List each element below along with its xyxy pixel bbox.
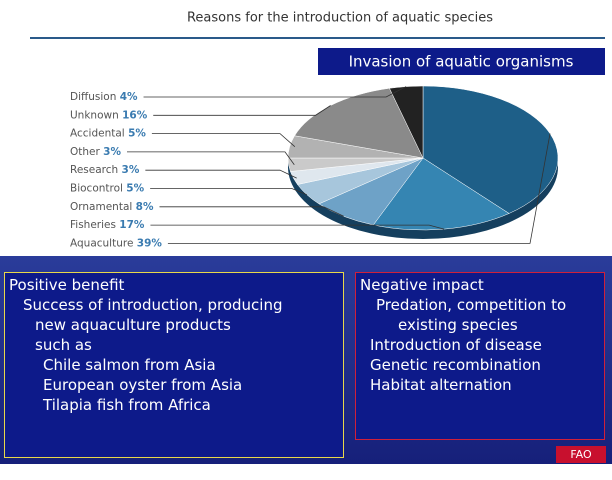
legend-name: Biocontrol — [70, 183, 123, 195]
legend-name: Accidental — [70, 128, 125, 140]
legend-label: Research 3% — [70, 164, 140, 176]
legend-label: Accidental 5% — [70, 128, 146, 140]
legend-label: Other 3% — [70, 146, 121, 158]
legend-value: 4% — [120, 91, 138, 103]
box-heading: Positive benefit — [9, 276, 125, 294]
legend-name: Other — [70, 146, 100, 158]
legend-value: 16% — [122, 109, 148, 121]
box-line: new aquaculture products — [35, 316, 231, 334]
legend-name: Unknown — [70, 109, 119, 121]
legend-value: 3% — [103, 146, 121, 158]
slide: Reasons for the introduction of aquatic … — [0, 10, 612, 478]
leader-line — [145, 169, 297, 179]
box-line: Predation, competition to — [376, 296, 567, 314]
leader-line — [143, 86, 407, 98]
footer: FAO 2007 — [556, 446, 606, 478]
box-line: such as — [35, 336, 92, 354]
leader-line — [150, 224, 445, 230]
box-heading: Negative impact — [360, 276, 484, 294]
legend-label: Biocontrol 5% — [70, 183, 145, 195]
legend-value: 3% — [122, 164, 140, 176]
legend-value: 39% — [137, 237, 163, 249]
legend-name: Aquaculture — [70, 237, 133, 249]
pie-slice — [294, 87, 424, 159]
box-line: Habitat alternation — [370, 376, 512, 394]
legend-name: Ornamental — [70, 201, 132, 213]
leader-line — [150, 188, 307, 196]
box-line: existing species — [398, 316, 518, 334]
legend-value: 5% — [128, 128, 146, 140]
label-box-text: Invasion of aquatic organisms — [349, 53, 574, 71]
legend-name: Fisheries — [70, 219, 116, 231]
box-line: Success of introduction, producing — [23, 296, 283, 314]
leader-line — [159, 206, 344, 217]
box-line: Genetic recombination — [370, 356, 541, 374]
chart-title: Reasons for the introduction of aquatic … — [187, 11, 493, 26]
legend-name: Diffusion — [70, 91, 116, 103]
chart: Reasons for the introduction of aquatic … — [30, 11, 605, 249]
legend-value: 17% — [119, 219, 145, 231]
legend-label: Fisheries 17% — [70, 219, 145, 231]
legend-name: Research — [70, 164, 118, 176]
legend-value: 5% — [126, 183, 144, 195]
legend-label: Unknown 16% — [70, 109, 148, 121]
legend-label: Diffusion 4% — [70, 91, 138, 103]
box-line: Tilapia fish from Africa — [43, 396, 211, 414]
legend-label: Ornamental 8% — [70, 201, 154, 213]
leader-line — [127, 151, 295, 166]
legend-value: 8% — [136, 201, 154, 213]
positive-box: Positive benefit Success of introduction,… — [4, 272, 344, 458]
box-line: Chile salmon from Asia — [43, 356, 216, 374]
label-box — [318, 48, 605, 75]
leader-line — [153, 105, 331, 116]
leader-line — [151, 133, 296, 148]
box-line: Introduction of disease — [370, 336, 542, 354]
box-line: European oyster from Asia — [43, 376, 243, 394]
pie-slice — [389, 85, 424, 159]
leader-line — [167, 133, 551, 244]
negative-box: Negative impact Predation, competition to… — [355, 272, 605, 440]
legend-label: Aquaculture 39% — [70, 237, 162, 249]
